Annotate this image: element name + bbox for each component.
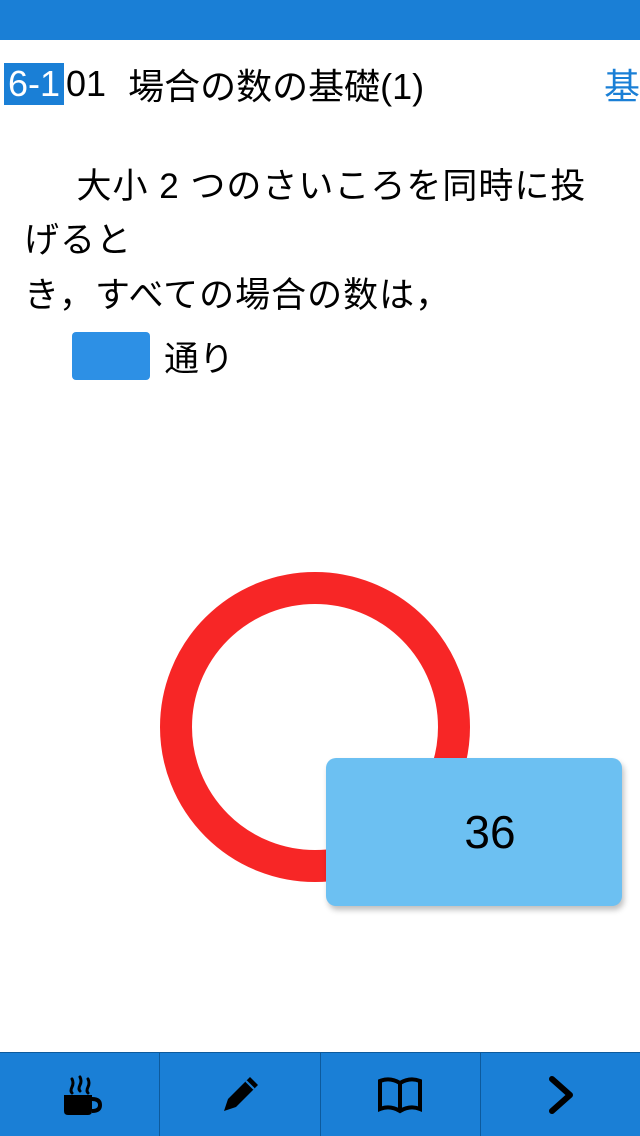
problem-line-1: 大小 2 つのさいころを同時に投げると [24,160,616,269]
nav-break-button[interactable] [0,1053,160,1136]
answer-card[interactable]: 36 [326,758,622,906]
break-icon [54,1069,106,1121]
status-bar [0,0,640,40]
answer-value: 36 [464,805,515,859]
page-title: 場合の数の基礎(1) [128,58,424,110]
bottom-nav [0,1052,640,1136]
book-icon [374,1069,426,1121]
nav-book-button[interactable] [321,1053,481,1136]
answer-blank-box[interactable] [72,332,150,380]
answer-line: 通り [72,331,616,382]
next-icon [534,1069,586,1121]
answer-suffix: 通り [164,331,234,382]
nav-pencil-button[interactable] [160,1053,320,1136]
pencil-icon [214,1069,266,1121]
problem-line-2: き，すべての場合の数は， [24,269,616,323]
result-area: 36 [0,572,640,972]
problem-area: 大小 2 つのさいころを同時に投げると き，すべての場合の数は， 通り [0,128,640,382]
chapter-badge: 6-1 [4,63,64,105]
section-number: 01 [66,63,106,105]
nav-next-button[interactable] [481,1053,640,1136]
page-header: 6-1 01 場合の数の基礎(1) 基 [0,40,640,128]
level-label[interactable]: 基 [604,58,640,110]
